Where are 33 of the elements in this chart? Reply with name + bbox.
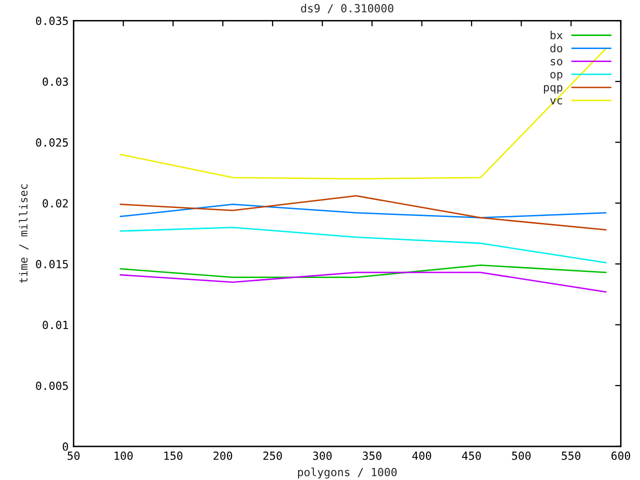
x-tick-label: 250	[263, 452, 282, 460]
x-tick-label: 450	[462, 452, 481, 460]
x-axis-title: polygons / 1000	[298, 468, 397, 479]
line-series	[120, 272, 607, 293]
line-series	[120, 264, 607, 278]
y-tick-label: 0.025	[36, 138, 68, 147]
line-series	[120, 195, 607, 231]
x-tick-label: 350	[362, 452, 382, 460]
y-axis-title: time / millisec	[18, 184, 28, 283]
legend-label: pqp	[544, 85, 562, 94]
legend-label: bx	[550, 30, 563, 40]
chart-title: ds9 / 0.310000	[301, 4, 394, 14]
x-tick-label: 150	[164, 452, 182, 460]
line-series	[120, 226, 607, 264]
line-series	[120, 204, 607, 218]
y-tick-label: 0.035	[36, 16, 68, 26]
legend-label: do	[550, 44, 562, 52]
x-tick-label: 550	[562, 452, 580, 460]
legend-label: op	[550, 72, 562, 81]
x-tick-label: 50	[68, 452, 80, 460]
y-tick-label: 0.01	[42, 320, 68, 330]
y-tick-label: 0.02	[42, 199, 68, 208]
y-tick-label: 0.015	[36, 260, 68, 268]
x-tick-label: 300	[313, 452, 332, 460]
x-tick-label: 200	[214, 452, 232, 460]
y-tick-label: 0	[62, 442, 68, 451]
x-tick-label: 600	[611, 452, 630, 460]
y-tick-label: 0.03	[42, 77, 68, 86]
y-tick-label: 0.005	[36, 382, 68, 390]
x-tick-label: 100	[114, 452, 133, 460]
legend-label: so	[550, 58, 562, 66]
x-tick-label: 500	[512, 452, 531, 460]
x-tick-label: 400	[412, 452, 432, 460]
